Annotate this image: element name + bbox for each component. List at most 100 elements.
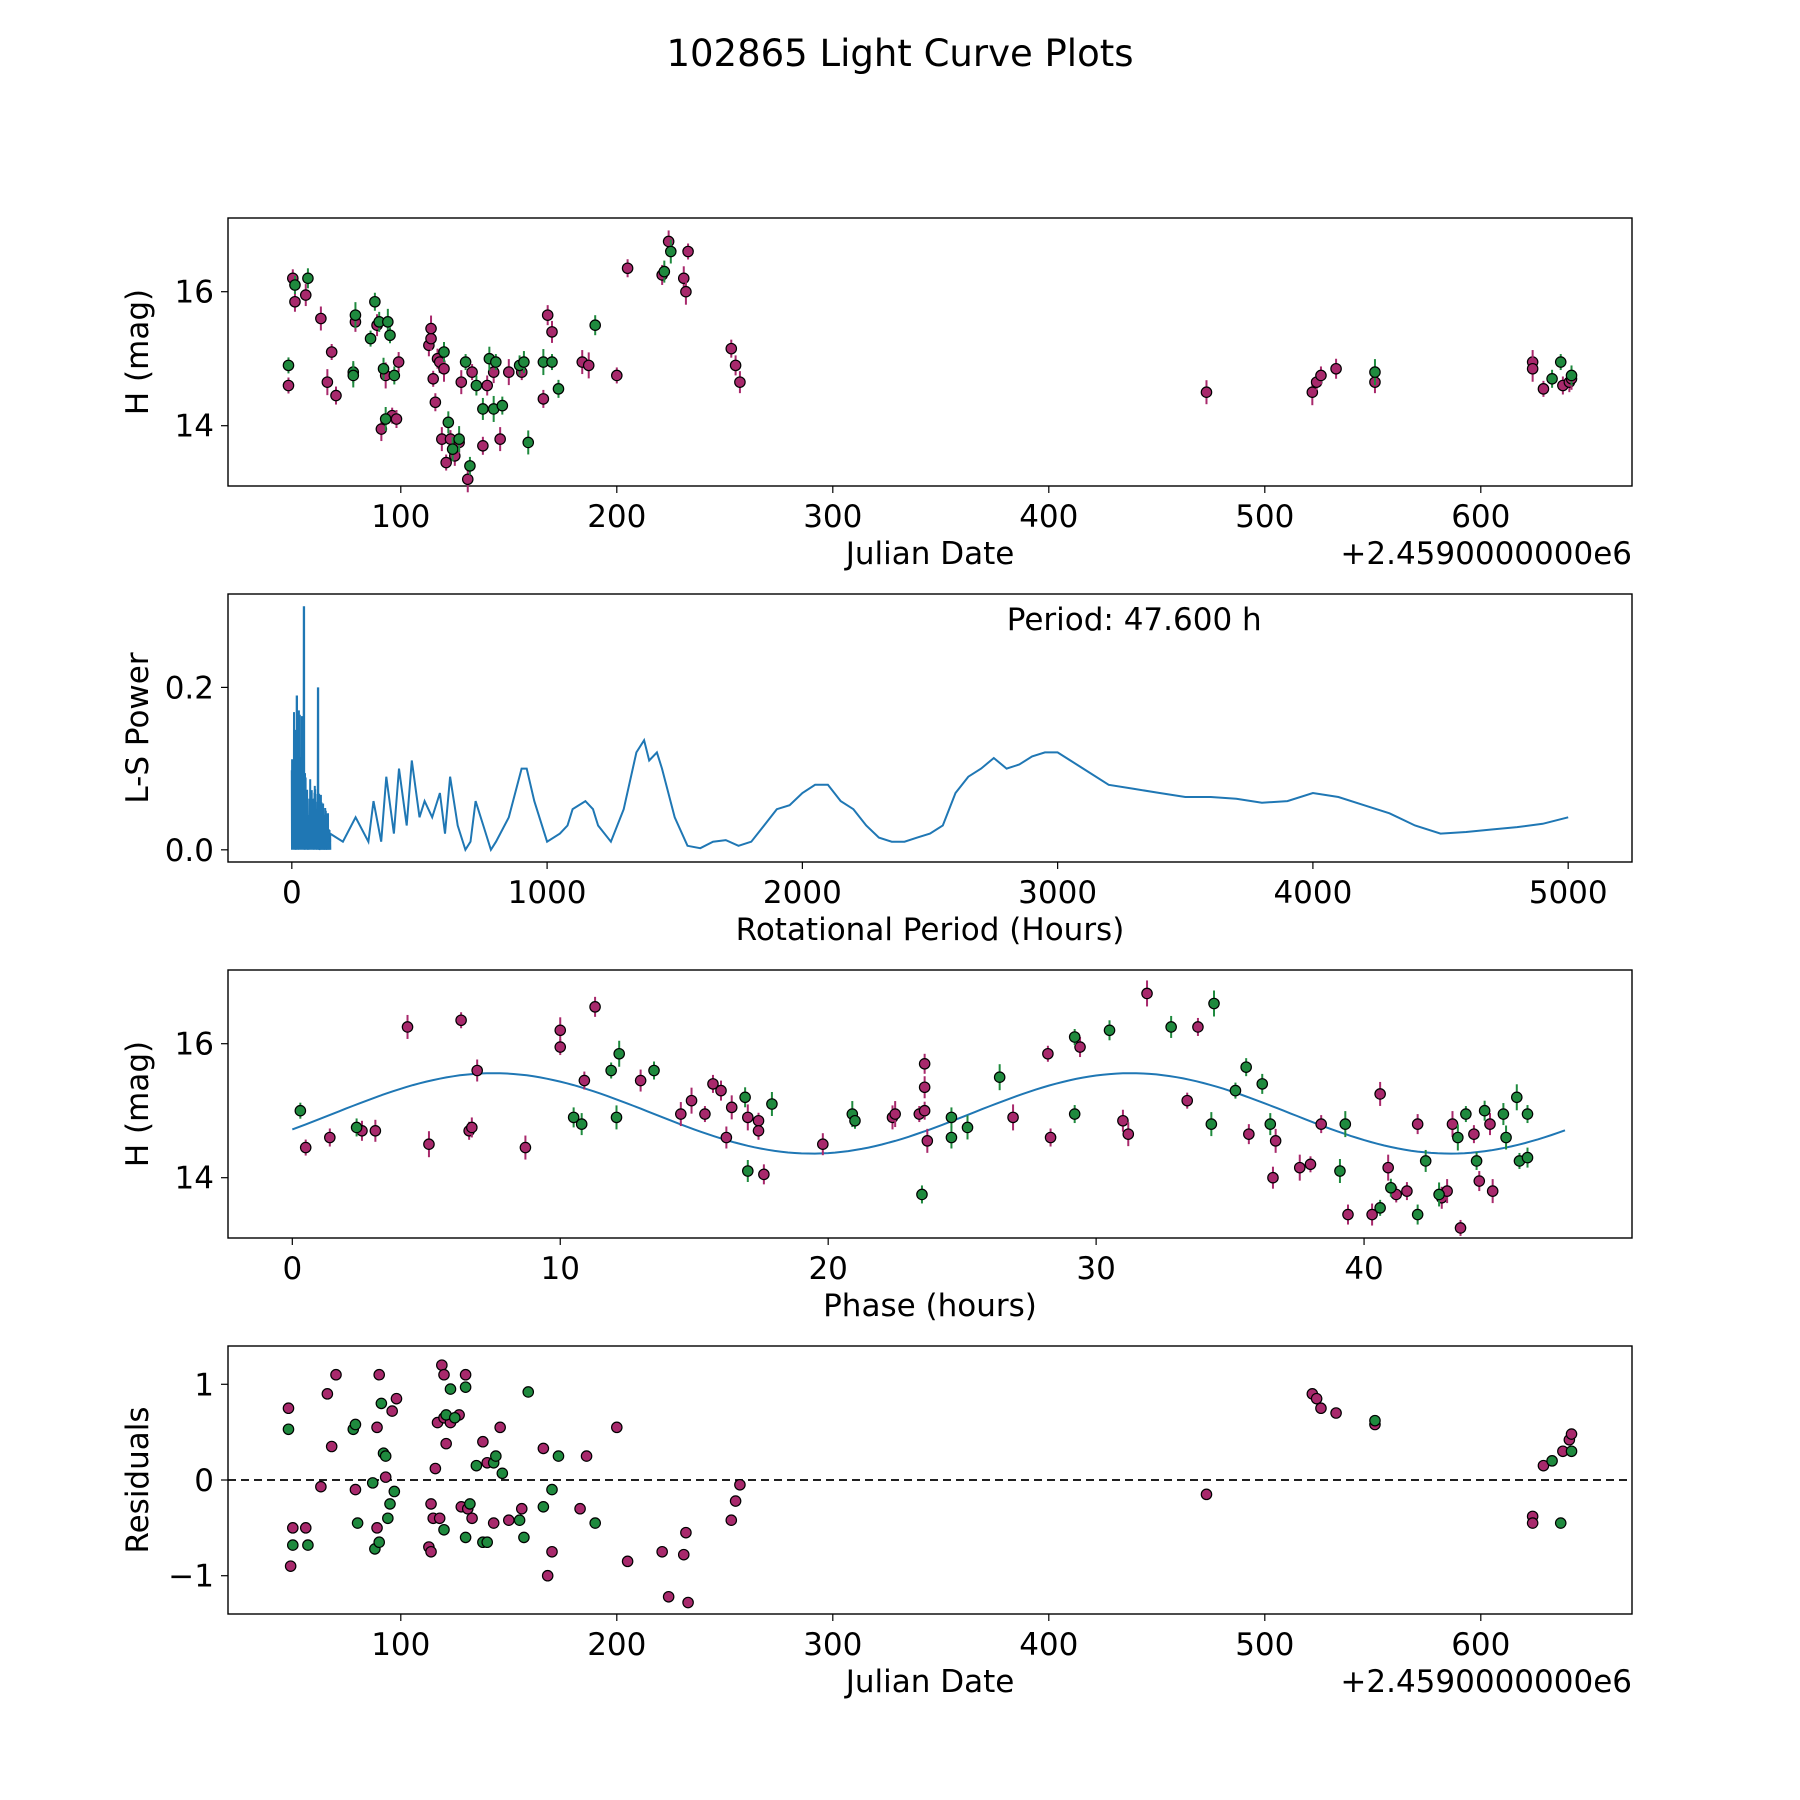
x-axis-label: Julian Date <box>844 1664 1015 1700</box>
data-point-filter-a <box>677 1548 690 1561</box>
x-tick-label: 5000 <box>1529 875 1608 911</box>
x-tick-label: 30 <box>1076 1251 1115 1287</box>
data-point-filter-b <box>1554 356 1567 368</box>
data-point-filter-a <box>656 1545 668 1558</box>
data-point-filter-b <box>739 1091 751 1104</box>
data-point-filter-a <box>349 1483 362 1496</box>
data-point-filter-a <box>315 312 327 325</box>
y-tick-label: 0 <box>194 1463 214 1499</box>
data-point-filter-b <box>1103 1024 1116 1037</box>
data-point-filter-a <box>1342 1208 1354 1221</box>
data-point-filter-b <box>1334 1165 1346 1177</box>
data-point-filter-a <box>433 1512 446 1525</box>
data-point-filter-b <box>945 1131 958 1144</box>
data-point-filter-a <box>466 366 478 378</box>
data-point-filter-b <box>459 1531 472 1544</box>
data-point-filter-a <box>662 1590 675 1603</box>
data-point-filter-b <box>382 1512 394 1525</box>
data-point-filter-a <box>321 376 334 388</box>
data-point-filter-b <box>1240 1061 1252 1073</box>
x-offset-label: +2.4590000000e6 <box>1340 536 1632 572</box>
data-point-filter-a <box>1374 1088 1386 1100</box>
data-point-filter-a <box>1074 1041 1086 1053</box>
x-axis-label: Julian Date <box>844 536 1015 572</box>
plot-frame <box>227 217 1633 487</box>
data-point-filter-a <box>425 322 437 335</box>
data-point-filter-b <box>537 1501 550 1513</box>
data-point-filter-a <box>1200 386 1213 398</box>
data-point-filter-a <box>369 1125 382 1137</box>
x-tick-label: 100 <box>371 499 430 535</box>
data-point-filter-a <box>284 1560 297 1572</box>
data-point-filter-a <box>519 1141 532 1154</box>
x-offset-label: +2.4590000000e6 <box>1340 1664 1632 1700</box>
data-point-filter-a <box>390 413 403 425</box>
data-point-filter-a <box>720 1131 733 1144</box>
data-point-filter-a <box>1192 1021 1204 1033</box>
data-point-filter-a <box>455 1014 467 1027</box>
data-point-filter-b <box>1165 1021 1177 1033</box>
data-point-filter-b <box>453 433 465 445</box>
data-point-filter-a <box>481 379 493 392</box>
x-tick-label: 10 <box>541 1251 580 1287</box>
data-point-filter-a <box>1293 1161 1306 1174</box>
y-tick-label: 14 <box>175 1161 214 1197</box>
data-point-filter-b <box>282 1423 295 1436</box>
data-point-filter-b <box>546 1483 558 1496</box>
data-point-filter-a <box>282 379 295 392</box>
y-tick-label: 14 <box>175 409 214 445</box>
x-tick-label: 0 <box>282 875 302 911</box>
data-point-filter-b <box>369 295 381 308</box>
x-tick-label: 100 <box>371 1627 430 1663</box>
data-point-filter-a <box>455 376 468 388</box>
period-annotation: Period: 47.600 h <box>1007 602 1262 638</box>
data-point-filter-a <box>1382 1161 1394 1174</box>
data-point-filter-b <box>349 309 362 321</box>
y-tick-label: 16 <box>175 275 214 311</box>
y-tick-label: −1 <box>168 1559 214 1595</box>
data-point-filter-a <box>582 359 595 372</box>
data-point-filter-a <box>436 1359 448 1371</box>
data-point-filter-b <box>289 279 301 291</box>
data-point-filter-b <box>1208 997 1220 1010</box>
data-point-filter-a <box>541 1569 554 1582</box>
data-point-filter-a <box>425 1545 437 1558</box>
x-tick-label: 0 <box>282 1251 302 1287</box>
data-point-filter-a <box>459 1368 472 1381</box>
x-tick-label: 600 <box>1451 1627 1510 1663</box>
data-point-filter-a <box>471 1064 483 1077</box>
data-point-filter-a <box>729 359 742 372</box>
data-point-filter-b <box>347 369 360 382</box>
data-point-filter-a <box>1401 1185 1413 1197</box>
data-point-filter-a <box>1267 1171 1279 1184</box>
data-point-filter-a <box>1306 386 1319 398</box>
data-point-filter-a <box>715 1084 727 1097</box>
data-point-filter-b <box>605 1064 617 1077</box>
data-point-filter-a <box>1330 1407 1342 1419</box>
data-point-filter-b <box>379 413 392 425</box>
data-point-filter-a <box>1122 1128 1135 1140</box>
data-point-filter-b <box>1419 1155 1432 1167</box>
data-point-filter-b <box>286 1539 299 1551</box>
data-point-filter-a <box>1007 1111 1019 1124</box>
data-point-filter-b <box>302 1539 314 1551</box>
x-tick-label: 4000 <box>1273 875 1352 911</box>
data-point-filter-a <box>685 1094 698 1107</box>
data-point-filter-b <box>470 1459 483 1472</box>
y-axis-label: H (mag) <box>120 289 156 415</box>
data-point-filter-b <box>1521 1108 1534 1120</box>
data-point-filter-b <box>1411 1208 1424 1221</box>
data-point-filter-b <box>518 1531 530 1544</box>
data-point-filter-a <box>578 1074 591 1087</box>
data-point-filter-a <box>477 439 489 452</box>
data-point-filter-a <box>610 1421 623 1434</box>
data-point-filter-a <box>554 1024 567 1037</box>
data-point-filter-a <box>729 1495 742 1507</box>
x-tick-label: 300 <box>803 499 862 535</box>
data-point-filter-b <box>379 1450 392 1462</box>
data-point-filter-a <box>1330 362 1342 375</box>
data-point-filter-a <box>494 433 506 445</box>
data-point-filter-a <box>918 1081 931 1094</box>
data-point-filter-a <box>502 366 515 378</box>
